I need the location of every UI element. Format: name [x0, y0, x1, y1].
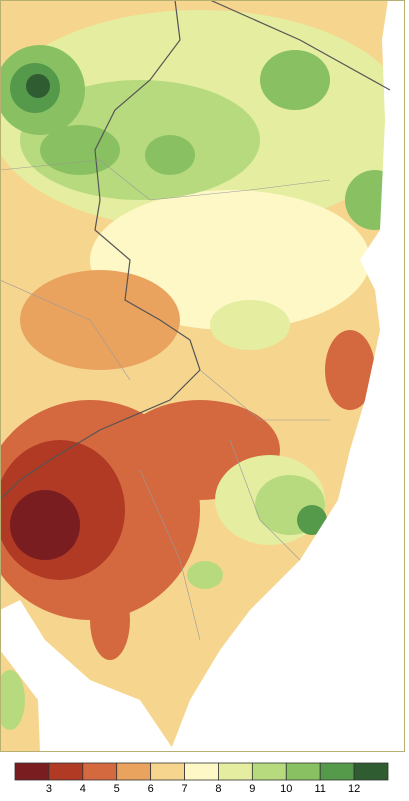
- delaware-bay: [0, 600, 175, 752]
- shading: [0, 10, 409, 730]
- legend-swatch: [319, 762, 355, 781]
- county-border: [229, 439, 301, 561]
- county-border: [139, 469, 201, 641]
- county-border: [0, 279, 131, 381]
- legend-tick-label: 4: [80, 783, 86, 795]
- zone: [260, 50, 330, 110]
- zone: [40, 125, 120, 175]
- legend-tick-label: 3: [46, 783, 52, 795]
- legend-tick-label: 11: [314, 783, 325, 795]
- zone: [187, 561, 223, 589]
- legend-tick-label: 8: [215, 783, 221, 795]
- zone: [20, 270, 180, 370]
- legend-tick-label: 10: [280, 783, 292, 795]
- state-border: [209, 0, 391, 91]
- legend-tick-label: 7: [181, 783, 187, 795]
- zone: [145, 135, 195, 175]
- legend-swatch: [218, 762, 253, 781]
- map: [0, 0, 409, 752]
- zone: [210, 300, 290, 350]
- state-border: [0, 0, 201, 501]
- state-borders: [0, 0, 391, 501]
- zone: [26, 74, 50, 98]
- ocean: [170, 0, 409, 752]
- zone: [10, 490, 80, 560]
- legend-swatch: [184, 762, 219, 781]
- legend-tick-label: 9: [249, 783, 255, 795]
- county-borders: [0, 159, 331, 641]
- legend-tick-label: 12: [348, 783, 360, 795]
- legend-swatch: [82, 762, 118, 781]
- legend-swatch: [116, 762, 152, 781]
- legend: 3 4 5 6 7 8 9 10 11 12: [14, 762, 389, 795]
- county-border: [199, 369, 330, 421]
- legend-tick-label: 6: [148, 783, 154, 795]
- legend-tick-label: 5: [114, 783, 120, 795]
- legend-swatch: [14, 762, 50, 781]
- legend-swatch: [251, 762, 287, 781]
- legend-swatch: [48, 762, 84, 781]
- water: [0, 0, 409, 752]
- zone: [0, 670, 25, 730]
- county-border: [0, 159, 331, 201]
- map-frame: [0, 0, 405, 752]
- zone: [297, 505, 327, 535]
- zone: [90, 580, 130, 660]
- zone: [325, 330, 375, 410]
- legend-swatch: [285, 762, 321, 781]
- legend-swatch: [150, 762, 185, 781]
- legend-swatch: [353, 762, 389, 781]
